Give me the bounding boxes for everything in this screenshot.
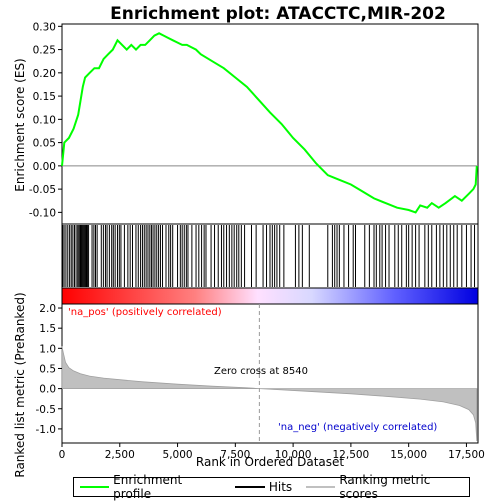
es-ytick-label: 0.10 (33, 114, 56, 126)
xtick-label: 12,500 (333, 449, 370, 461)
es-ytick-label: -0.10 (29, 207, 56, 219)
es-ytick-label: 0.00 (33, 161, 56, 173)
es-ytick-label: -0.05 (29, 184, 56, 196)
xtick-label: 0 (59, 449, 66, 461)
rank-colorbar (62, 288, 478, 304)
metric-ytick-label: -0.5 (36, 404, 57, 416)
xtick-label: 5,000 (163, 449, 193, 461)
xtick-label: 2,500 (105, 449, 135, 461)
pos-label: 'na_pos' (positively correlated) (68, 307, 222, 318)
metric-ylabel: Ranked list metric (PreRanked) (13, 292, 27, 477)
es-ytick-label: 0.30 (33, 21, 56, 33)
metric-ytick-label: 1.0 (39, 343, 56, 355)
metric-ytick-label: 0.0 (39, 384, 56, 396)
metric-ytick-label: -1.0 (36, 424, 57, 436)
es-ytick-label: 0.20 (33, 68, 56, 80)
metric-ytick-label: 0.5 (39, 363, 56, 375)
enrichment-profile-line (61, 32, 478, 214)
metric-area (61, 346, 478, 442)
xtick-label: 7,500 (220, 449, 250, 461)
metric-ytick-label: 2.0 (39, 303, 56, 315)
metric-panel-frame (61, 303, 479, 444)
legend-hits-swatch (234, 486, 265, 488)
legend-metric: Ranking metric scores (306, 473, 469, 501)
es-panel-frame (61, 23, 479, 225)
es-ytick-label: 0.15 (33, 91, 56, 103)
legend-enrichment: Enrichment profile (80, 473, 221, 501)
legend-metric-label: Ranking metric scores (339, 473, 431, 501)
neg-label: 'na_neg' (negatively correlated) (278, 422, 437, 433)
xtick-label: 17,500 (448, 449, 485, 461)
xtick-label: 10,000 (275, 449, 312, 461)
zero-cross-label: Zero cross at 8540 (214, 366, 308, 377)
chart-title: Enrichment plot: ATACCTC,MIR-202 (110, 4, 446, 24)
legend: Enrichment profile Hits Ranking metric s… (73, 473, 470, 501)
legend-hits: Hits (234, 480, 293, 494)
legend-enrichment-label: Enrichment profile (113, 473, 183, 501)
xlabel: Rank in Ordered Dataset (196, 455, 344, 469)
legend-metric-swatch (306, 486, 336, 488)
legend-enrichment-swatch (80, 486, 110, 488)
es-ytick-label: 0.05 (33, 138, 56, 150)
es-ylabel: Enrichment score (ES) (13, 58, 27, 191)
legend-hits-label: Hits (268, 480, 293, 494)
xtick-label: 15,000 (390, 449, 427, 461)
metric-ytick-label: 1.5 (39, 323, 56, 335)
es-ytick-label: 0.25 (33, 45, 56, 57)
